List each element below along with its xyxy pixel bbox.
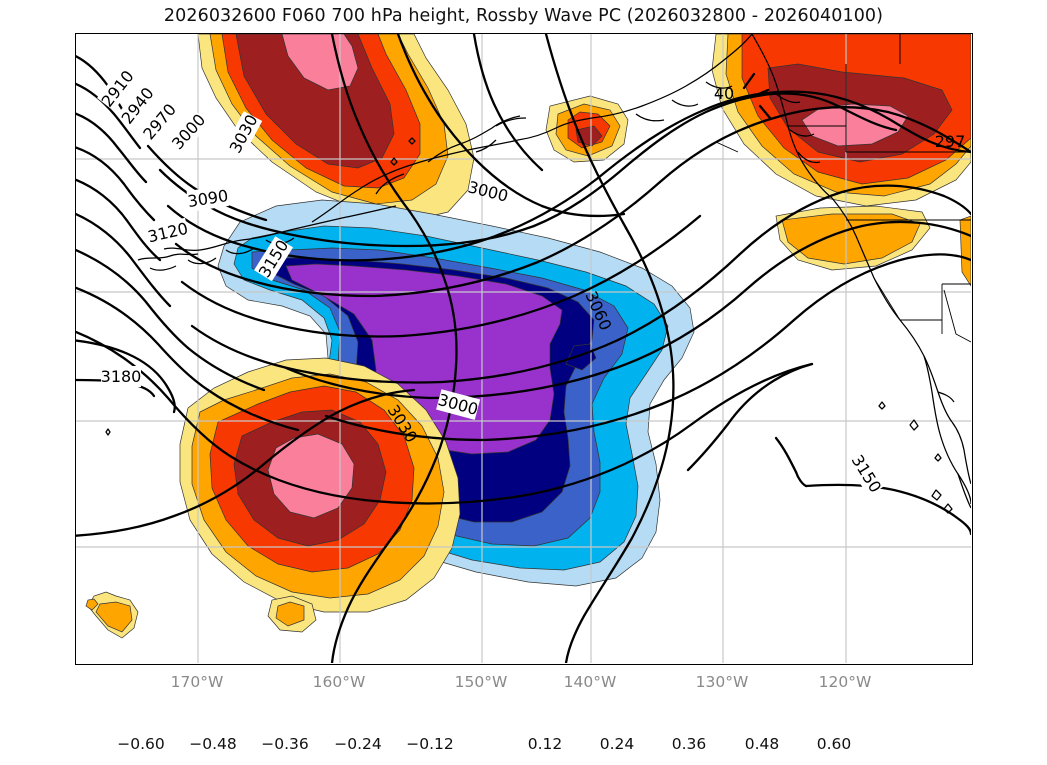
x-tick-120w: 120°W	[818, 673, 872, 691]
page-title: 2026032600 F060 700 hPa height, Rossby W…	[163, 6, 884, 26]
svg-text:3090: 3090	[186, 186, 229, 211]
svg-text:3150: 3150	[848, 451, 886, 496]
map-canvas: 2910 2940 2970 3000 3030 3090 3120 3150 …	[76, 34, 971, 663]
cb-tick-2: −0.36	[261, 735, 309, 753]
x-tick-130w: 130°W	[695, 673, 749, 691]
cb-tick-7: 0.36	[671, 735, 707, 753]
x-tick-140w: 140°W	[563, 673, 617, 691]
cb-tick-9: 0.60	[816, 735, 852, 753]
shade-alaska-positive	[197, 34, 475, 221]
x-tick-170w: 170°W	[170, 673, 224, 691]
map-coastlines	[105, 34, 971, 514]
cb-tick-4: −0.12	[406, 735, 454, 753]
map-plot-area: 2910 2940 2970 3000 3030 3090 3120 3150 …	[75, 33, 973, 665]
svg-text:3180: 3180	[101, 367, 142, 386]
x-tick-160w: 160°W	[312, 673, 366, 691]
shade-bottom-positive	[267, 595, 317, 633]
cb-tick-3: −0.24	[334, 735, 382, 753]
shade-right-edge-positive	[959, 215, 971, 287]
map-gridlines	[76, 34, 971, 663]
shade-island-positive	[85, 591, 139, 639]
height-contours	[76, 34, 971, 663]
cb-tick-5: 0.12	[527, 735, 563, 753]
colorbar	[0, 700, 1047, 765]
cb-tick-6: 0.24	[599, 735, 635, 753]
svg-text:3120: 3120	[146, 219, 190, 247]
cb-tick-1: −0.48	[189, 735, 237, 753]
svg-text:297: 297	[935, 132, 966, 151]
svg-text:40: 40	[714, 84, 734, 103]
cb-tick-0: −0.60	[117, 735, 165, 753]
x-tick-150w: 150°W	[454, 673, 508, 691]
cb-tick-8: 0.48	[744, 735, 780, 753]
